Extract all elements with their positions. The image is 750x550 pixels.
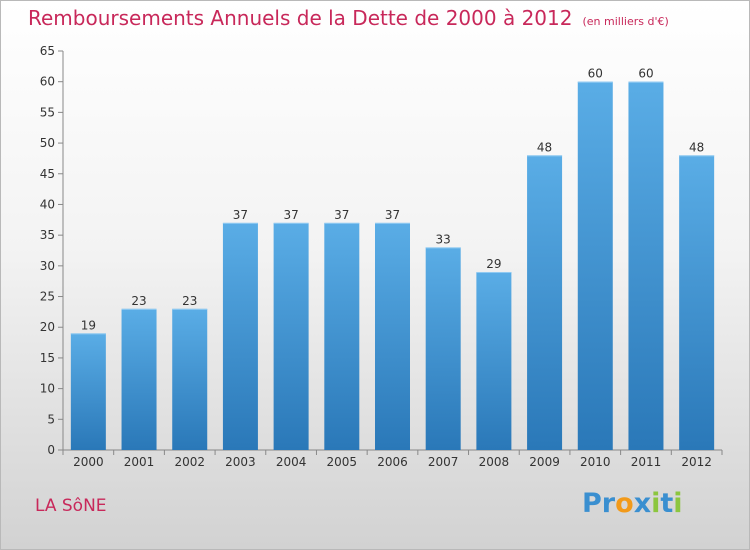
logo-letter: r xyxy=(601,488,616,519)
bar-2002 xyxy=(172,308,208,450)
y-tick-label: 60 xyxy=(40,75,55,89)
x-tick-label-2002: 2002 xyxy=(174,455,205,469)
bar-2012 xyxy=(679,155,715,450)
value-label-2004: 37 xyxy=(283,208,298,222)
x-tick-label-2012: 2012 xyxy=(681,455,712,469)
value-label-2001: 23 xyxy=(131,294,146,308)
bar-2000 xyxy=(70,333,106,450)
y-tick-label: 25 xyxy=(40,290,55,304)
proxiti-logo: Proxiti xyxy=(582,488,683,519)
value-label-2003: 37 xyxy=(233,208,248,222)
x-tick-label-2008: 2008 xyxy=(479,455,510,469)
value-label-2005: 37 xyxy=(334,208,349,222)
chart-title: Remboursements Annuels de la Dette de 20… xyxy=(28,6,669,30)
y-tick-label: 15 xyxy=(40,351,55,365)
logo-letter: i xyxy=(673,488,683,519)
x-tick-label-2004: 2004 xyxy=(276,455,307,469)
bar-2005 xyxy=(324,222,360,450)
value-label-2010: 60 xyxy=(588,67,603,81)
value-label-2012: 48 xyxy=(689,140,704,154)
x-tick-label-2011: 2011 xyxy=(631,455,662,469)
y-tick-label: 10 xyxy=(40,382,55,396)
x-tick-label-2007: 2007 xyxy=(428,455,459,469)
bar-2004 xyxy=(273,222,309,450)
value-label-2006: 37 xyxy=(385,208,400,222)
y-tick-label: 40 xyxy=(40,197,55,211)
value-label-2007: 33 xyxy=(436,232,451,246)
x-tick-label-2009: 2009 xyxy=(529,455,560,469)
bar-2003 xyxy=(222,222,258,450)
y-tick-label: 35 xyxy=(40,228,55,242)
value-label-2000: 19 xyxy=(81,318,96,332)
y-tick-label: 5 xyxy=(47,412,55,426)
value-label-2002: 23 xyxy=(182,294,197,308)
value-label-2009: 48 xyxy=(537,140,552,154)
value-label-2008: 29 xyxy=(486,257,501,271)
x-tick-label-2005: 2005 xyxy=(327,455,358,469)
logo-letter: t xyxy=(660,488,674,519)
y-tick-label: 50 xyxy=(40,136,55,150)
logo-letter: i xyxy=(651,488,661,519)
commune-name: LA SôNE xyxy=(35,496,107,516)
y-tick-label: 65 xyxy=(40,44,55,58)
y-tick-label: 20 xyxy=(40,320,55,334)
x-tick-label-2006: 2006 xyxy=(377,455,408,469)
logo-letter: P xyxy=(582,488,602,519)
y-tick-label: 30 xyxy=(40,259,55,273)
bar-2007 xyxy=(425,247,461,450)
y-tick-label: 55 xyxy=(40,105,55,119)
logo-letter: x xyxy=(633,488,652,519)
value-label-2011: 60 xyxy=(638,67,653,81)
bar-2010 xyxy=(577,81,613,450)
x-tick-label-2010: 2010 xyxy=(580,455,611,469)
logo-letter: o xyxy=(615,488,634,519)
bar-2008 xyxy=(476,271,512,450)
bar-2011 xyxy=(628,81,664,450)
y-tick-label: 0 xyxy=(47,443,55,457)
bar-2009 xyxy=(527,155,563,450)
x-tick-label-2003: 2003 xyxy=(225,455,256,469)
chart-subtitle: (en milliers d'€) xyxy=(582,15,669,28)
bar-2006 xyxy=(375,222,410,450)
bar-2001 xyxy=(121,308,157,450)
x-tick-label-2001: 2001 xyxy=(124,455,155,469)
x-tick-label-2000: 2000 xyxy=(73,455,104,469)
y-tick-label: 45 xyxy=(40,167,55,181)
